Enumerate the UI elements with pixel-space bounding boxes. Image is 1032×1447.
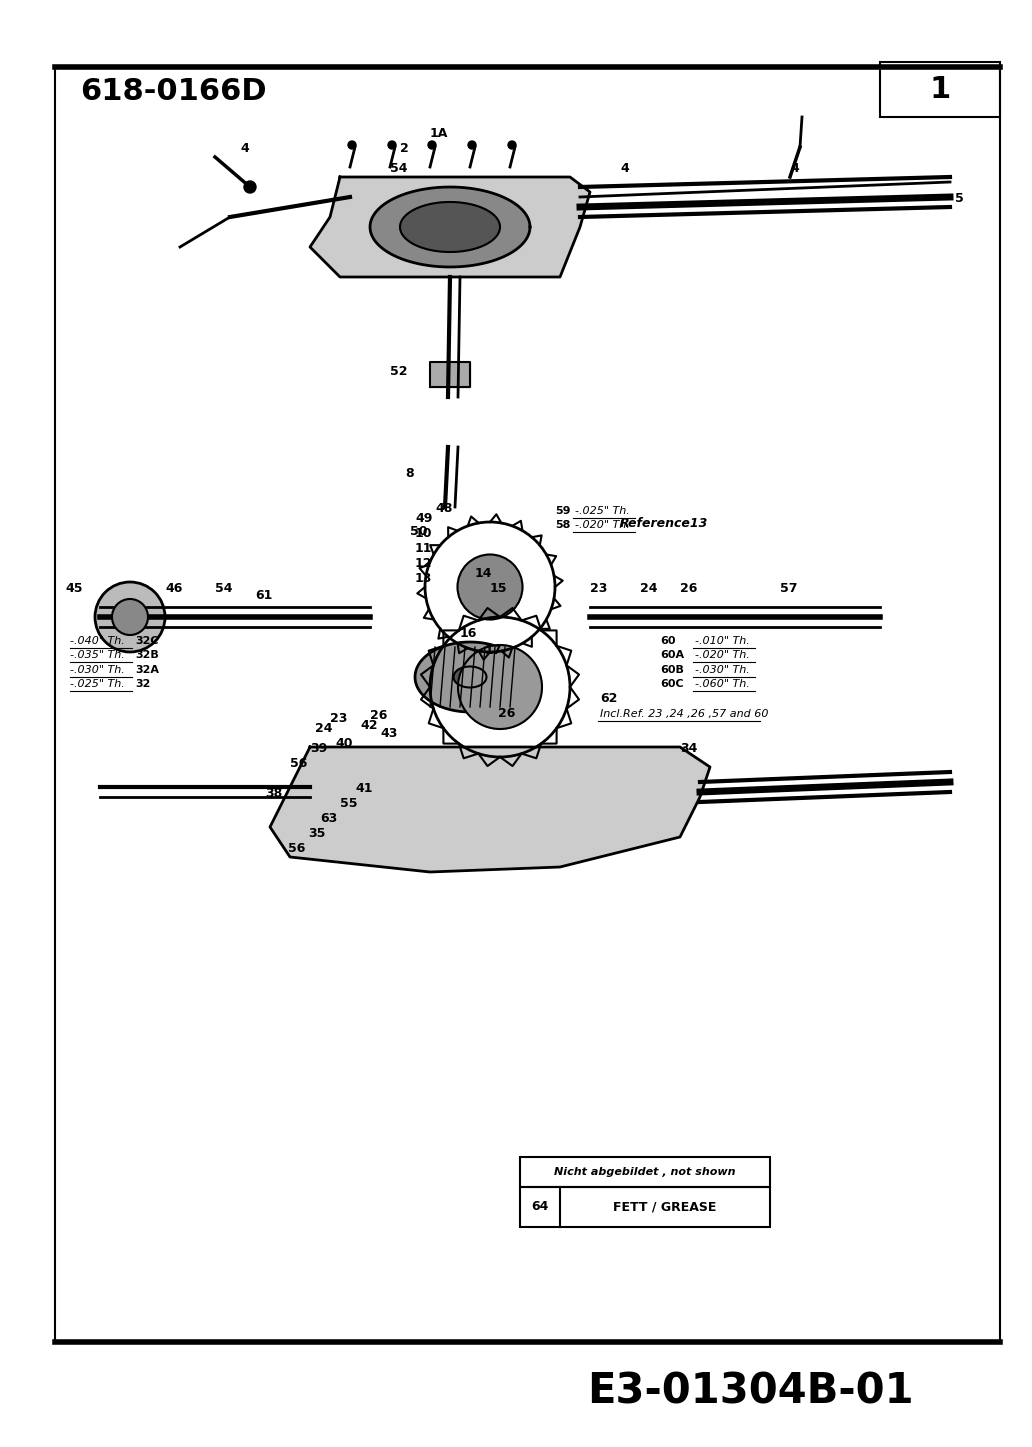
Text: 618-0166D: 618-0166D — [80, 78, 266, 107]
Text: -.025" Th.: -.025" Th. — [70, 679, 125, 689]
Text: -.010" Th.: -.010" Th. — [695, 635, 750, 645]
Text: FETT / GREASE: FETT / GREASE — [613, 1201, 716, 1214]
Text: 32A: 32A — [135, 664, 159, 674]
Circle shape — [388, 140, 396, 149]
Text: 1: 1 — [930, 75, 950, 104]
Text: E3-01304B-01: E3-01304B-01 — [586, 1370, 913, 1414]
Text: 24: 24 — [640, 582, 657, 595]
Bar — [520, 1187, 770, 1227]
Text: 57: 57 — [780, 582, 798, 595]
Polygon shape — [370, 187, 530, 268]
Text: 38: 38 — [265, 787, 282, 800]
Circle shape — [348, 140, 356, 149]
Text: 23: 23 — [590, 582, 608, 595]
Text: 60C: 60C — [660, 679, 683, 689]
Text: 2: 2 — [400, 142, 409, 155]
Text: 63: 63 — [320, 812, 337, 825]
Text: 40: 40 — [335, 737, 353, 750]
Circle shape — [428, 140, 436, 149]
Text: -.020" Th.: -.020" Th. — [695, 650, 750, 660]
Text: 13: 13 — [415, 572, 432, 585]
Text: 4: 4 — [240, 142, 249, 155]
Text: 4: 4 — [791, 162, 799, 175]
Text: 45: 45 — [65, 582, 83, 595]
Text: Reference13: Reference13 — [620, 517, 708, 530]
Text: 39: 39 — [310, 742, 327, 755]
Text: 1A: 1A — [430, 127, 448, 140]
Text: 48: 48 — [436, 502, 452, 515]
Text: Nicht abgebildet , not shown: Nicht abgebildet , not shown — [554, 1166, 736, 1176]
Text: 11: 11 — [415, 543, 432, 556]
Polygon shape — [310, 177, 590, 276]
Ellipse shape — [453, 667, 486, 687]
Text: -.025" Th.: -.025" Th. — [575, 505, 630, 515]
Polygon shape — [270, 747, 710, 873]
Text: 43: 43 — [380, 726, 397, 739]
Text: 17: 17 — [485, 644, 503, 657]
Text: 41: 41 — [355, 781, 373, 794]
Text: 26: 26 — [498, 708, 515, 721]
Circle shape — [457, 554, 522, 619]
Text: 56: 56 — [288, 842, 305, 855]
Text: 60B: 60B — [660, 664, 684, 674]
Text: 62: 62 — [600, 692, 617, 705]
Text: 55: 55 — [340, 797, 357, 810]
Circle shape — [508, 140, 516, 149]
Bar — [430, 362, 470, 386]
Text: 32B: 32B — [135, 650, 159, 660]
Text: 4: 4 — [620, 162, 628, 175]
Text: 42: 42 — [360, 719, 378, 732]
Text: 54: 54 — [215, 582, 232, 595]
Text: 12: 12 — [415, 557, 432, 570]
Text: 64: 64 — [531, 1201, 549, 1214]
Text: 50: 50 — [410, 525, 427, 538]
Text: 26: 26 — [680, 582, 698, 595]
Text: -.035" Th.: -.035" Th. — [70, 650, 125, 660]
Circle shape — [244, 181, 256, 192]
Polygon shape — [400, 203, 499, 252]
Text: 5: 5 — [955, 192, 964, 205]
Text: 61: 61 — [255, 589, 272, 602]
Text: 10: 10 — [415, 527, 432, 540]
Text: 32C: 32C — [135, 635, 159, 645]
Bar — [520, 1158, 770, 1187]
Circle shape — [95, 582, 165, 653]
Text: 46: 46 — [165, 582, 183, 595]
Text: 35: 35 — [308, 828, 325, 841]
Text: 24: 24 — [315, 722, 332, 735]
Text: -.060" Th.: -.060" Th. — [695, 679, 750, 689]
Text: Incl.Ref. 23 ,24 ,26 ,57 and 60: Incl.Ref. 23 ,24 ,26 ,57 and 60 — [600, 709, 769, 719]
Text: 32: 32 — [135, 679, 151, 689]
Text: -.030" Th.: -.030" Th. — [70, 664, 125, 674]
Text: -.020" Th.: -.020" Th. — [575, 519, 630, 530]
Text: 34: 34 — [680, 742, 698, 755]
Text: 59: 59 — [555, 505, 571, 515]
Text: 58: 58 — [555, 519, 571, 530]
Text: 54: 54 — [390, 162, 408, 175]
Text: 14: 14 — [475, 567, 492, 580]
Text: 8: 8 — [405, 467, 414, 480]
Text: 26: 26 — [370, 709, 387, 722]
Circle shape — [112, 599, 148, 635]
Text: 15: 15 — [490, 582, 508, 595]
Text: 16: 16 — [460, 627, 478, 640]
Text: 56: 56 — [290, 757, 308, 770]
Circle shape — [467, 140, 476, 149]
Polygon shape — [415, 642, 525, 712]
Bar — [880, 62, 1000, 117]
Text: 49: 49 — [415, 512, 432, 525]
Text: -.030" Th.: -.030" Th. — [695, 664, 750, 674]
Circle shape — [458, 645, 542, 729]
Text: 60: 60 — [660, 635, 676, 645]
Text: 60A: 60A — [660, 650, 684, 660]
Text: 52: 52 — [390, 365, 408, 378]
Text: 23: 23 — [330, 712, 348, 725]
Text: -.040" Th.: -.040" Th. — [70, 635, 125, 645]
